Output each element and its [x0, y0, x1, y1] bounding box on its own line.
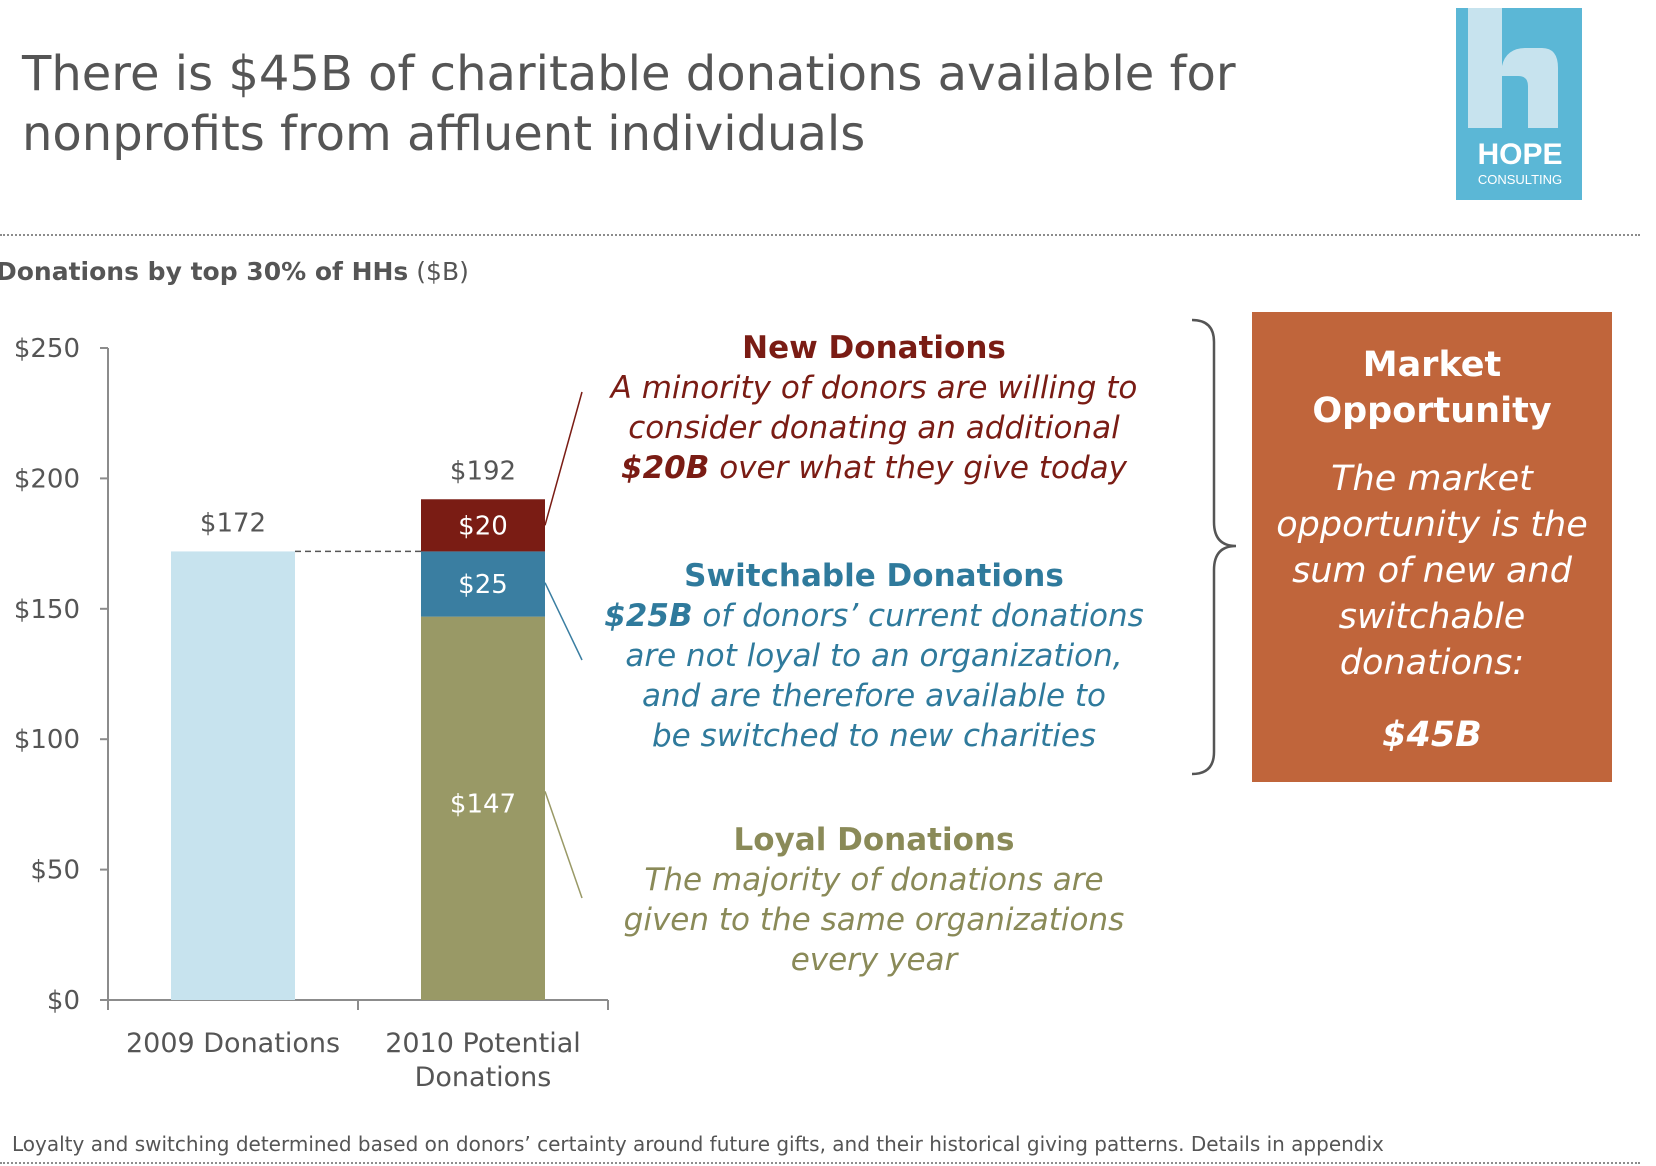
logo-name: HOPE: [1477, 138, 1562, 171]
new-donations-annotation: New Donations A minority of donors are w…: [584, 328, 1164, 488]
new-leader-line: [544, 391, 583, 526]
bar-2009-donations: [171, 551, 295, 1000]
x-category-label-line-1: 2010 Potential: [385, 1028, 581, 1059]
loyal-donations-line-1: The majority of donations are: [644, 862, 1104, 898]
market-opportunity-box: Market Opportunity The market opportunit…: [1252, 312, 1612, 782]
chart-title-bold: Donations by top 30% of HHs: [0, 257, 409, 286]
new-donations-line-2: consider donating an additional: [628, 410, 1120, 446]
bar-total-label: $172: [200, 508, 266, 538]
switchable-donations-annotation: Switchable Donations $25B of donors’ cur…: [584, 556, 1164, 756]
y-tick-label: $0: [47, 986, 80, 1016]
new-donations-heading: New Donations: [742, 330, 1006, 366]
bottom-divider: [0, 1162, 1640, 1164]
logo-sub: CONSULTING: [1478, 172, 1562, 187]
y-tick-label: $250: [14, 334, 80, 364]
switchable-donations-line-4: be switched to new charities: [651, 718, 1097, 754]
bar-switchable-donations: [421, 551, 545, 617]
opportunity-heading-2: Opportunity: [1312, 391, 1552, 431]
y-tick-label: $100: [14, 725, 80, 755]
loyal-donations-heading: Loyal Donations: [733, 822, 1015, 858]
opportunity-line-1: The market: [1331, 459, 1533, 499]
opportunity-value: $45B: [1382, 715, 1482, 755]
bar-total-label: $192: [450, 456, 516, 486]
y-tick-label: $150: [14, 595, 80, 625]
opportunity-heading-1: Market: [1362, 345, 1502, 385]
top-divider: [0, 234, 1640, 236]
switchable-segment-label: $25: [458, 570, 508, 600]
bar-new-donations: [421, 499, 545, 552]
switchable-donations-line-2: are not loyal to an organization,: [625, 638, 1123, 674]
switchable-donations-amount: $25B: [604, 598, 693, 634]
y-tick-label: $200: [14, 464, 80, 494]
new-donations-line-1: A minority of donors are willing to: [610, 370, 1138, 406]
title-line-2: nonprofits from affluent individuals: [22, 106, 866, 162]
slide-title: There is $45B of charitable donations av…: [22, 44, 1352, 164]
opportunity-line-2: opportunity is the: [1276, 505, 1588, 545]
switchable-donations-heading: Switchable Donations: [684, 558, 1064, 594]
title-line-1: There is $45B of charitable donations av…: [22, 46, 1236, 102]
loyal-donations-line-2: given to the same organizations: [623, 902, 1125, 938]
new-segment-label: $20: [458, 511, 508, 541]
loyal-donations-annotation: Loyal Donations The majority of donation…: [584, 820, 1164, 980]
x-category-label: 2009 Donations: [126, 1028, 340, 1059]
opportunity-line-5: donations:: [1339, 643, 1525, 683]
chart-title: Donations by top 30% of HHs ($B): [0, 256, 469, 288]
new-donations-amount: $20B: [621, 450, 710, 486]
switchable-donations-line-3: and are therefore available to: [642, 678, 1106, 714]
switchable-donations-line-1: of donors’ current donations: [692, 598, 1144, 634]
loyal-donations-line-3: every year: [790, 942, 958, 978]
loyal-segment-label: $147: [450, 790, 516, 820]
y-tick-label: $50: [30, 856, 80, 886]
opportunity-line-4: switchable: [1338, 597, 1526, 637]
curly-brace: [1191, 318, 1237, 776]
footnote: Loyalty and switching determined based o…: [12, 1132, 1384, 1156]
chart-title-unit: ($B): [416, 257, 469, 286]
bar-loyal-donations: [421, 616, 545, 1000]
stacked-bar-chart: $0 $50 $100 $150 $200 $250 $172 $192 $147 $25 $20 2…: [14, 334, 609, 1093]
opportunity-line-3: sum of new and: [1292, 551, 1572, 591]
hope-consulting-logo: HOPE CONSULTING: [1456, 8, 1582, 200]
switchable-leader-line: [544, 582, 583, 661]
opportunity-heading: Market Opportunity: [1252, 342, 1612, 434]
opportunity-text: The market opportunity is the sum of new…: [1252, 456, 1612, 686]
loyal-leader-line: [544, 791, 583, 899]
x-category-label-line-2: Donations: [415, 1062, 552, 1093]
new-donations-line-3: over what they give today: [709, 450, 1127, 486]
